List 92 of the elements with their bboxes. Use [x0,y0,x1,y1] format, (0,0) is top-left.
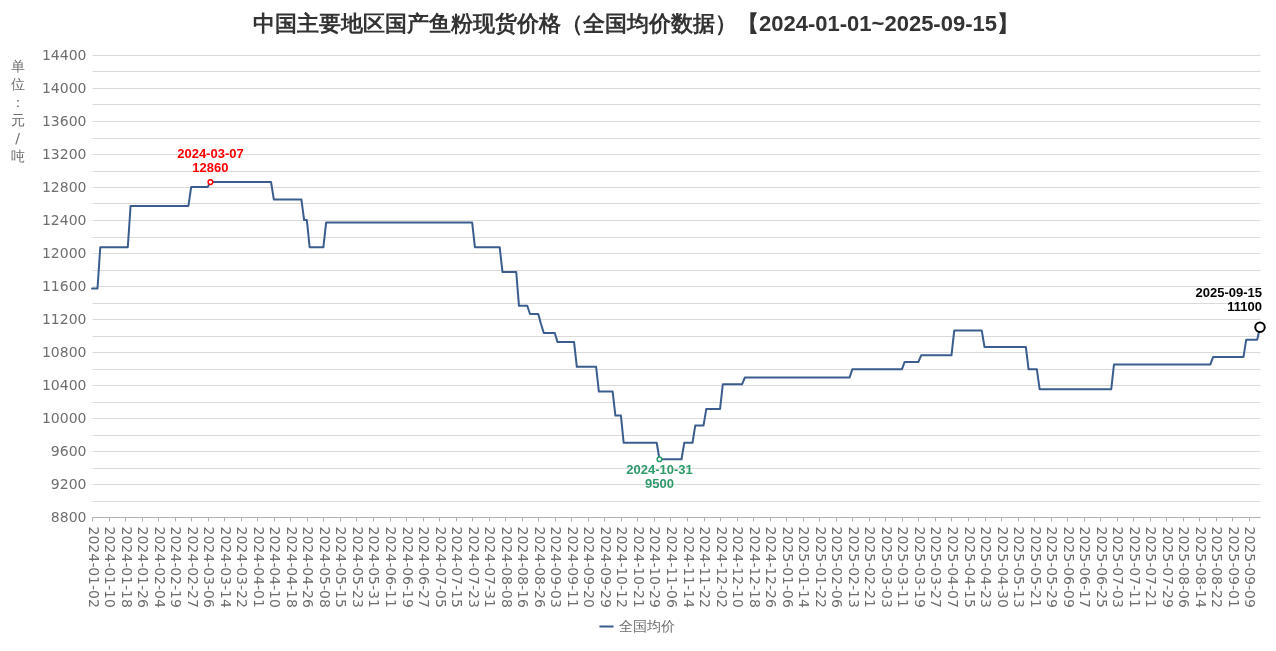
x-tick-label: 2024-06-27 [416,526,433,608]
x-tick-label: 2025-08-22 [1209,526,1226,608]
x-tick-label: 2024-01-02 [85,526,102,608]
x-tick-label: 2025-04-23 [978,526,995,608]
x-tick-label: 2024-12-18 [746,526,763,608]
x-tick-label: 2025-03-11 [895,526,912,608]
x-tick-label: 2024-12-10 [730,526,747,608]
y-tick-label: 13600 [41,112,87,129]
x-tick-label: 2025-04-15 [961,526,978,608]
chart-title: 中国主要地区国产鱼粉现货价格（全国均价数据）【2024-01-01~2025-09-15】 [253,11,1019,36]
y-tick-label: 10800 [41,343,87,360]
x-tick-label: 2025-03-03 [878,526,895,608]
x-tick-label: 2025-03-19 [911,526,928,608]
y-tick-label: 11200 [41,310,87,327]
x-tick-label: 2024-10-12 [614,526,631,608]
x-tick-label: 2024-12-26 [763,526,780,608]
x-tick-label: 2025-01-06 [779,526,796,608]
y-tick-label: 14400 [41,46,87,63]
x-tick-label: 2024-04-01 [250,526,267,608]
x-tick-label: 2025-08-06 [1176,526,1193,608]
y-tick-label: 10400 [41,376,87,393]
y-axis-title: 单位：元/吨 [10,57,25,164]
y-tick-label: 8800 [50,508,87,525]
x-tick-label: 2025-02-21 [862,526,879,608]
x-tick-label: 2024-05-15 [333,526,350,608]
x-tick-label: 2025-09-01 [1225,526,1242,608]
x-tick-label: 2024-11-06 [663,526,680,608]
annotation: 2024-10-31 9500 [626,462,693,492]
x-tick-label: 2024-09-03 [548,526,565,608]
y-tick-label: 14000 [41,79,87,96]
x-tick-label: 2024-08-08 [498,526,515,608]
y-tick-label: 12000 [41,244,87,261]
x-tick-label: 2024-03-06 [201,526,218,608]
x-tick-label: 2024-03-14 [217,526,234,608]
annotation: 2024-03-07 12860 [177,146,244,176]
x-tick-label: 2024-05-08 [316,526,333,608]
x-tick-label: 2025-02-13 [845,526,862,608]
x-tick-label: 2025-09-09 [1242,526,1259,608]
x-tick-label: 2025-05-21 [1027,526,1044,608]
x-tick-label: 2025-02-06 [829,526,846,608]
x-tick-label: 2024-11-14 [680,526,697,608]
x-tick-label: 2024-08-26 [531,526,548,608]
y-tick-label: 9200 [50,475,87,492]
x-tick-label: 2025-04-30 [994,526,1011,608]
x-tick-label: 2024-02-19 [168,526,185,608]
x-tick-label: 2024-03-22 [234,526,251,608]
y-tick-label: 10000 [41,409,87,426]
x-tick-label: 2025-05-13 [1011,526,1028,608]
x-tick-label: 2024-12-02 [713,526,730,608]
x-tick-label: 2024-07-23 [465,526,482,608]
x-tick-label: 2024-06-11 [383,526,400,608]
x-tick-label: 2024-05-31 [366,526,383,608]
x-tick-label: 2024-02-27 [184,526,201,608]
x-tick-label: 2024-10-29 [647,526,664,608]
y-tick-label: 11600 [41,277,87,294]
y-tick-label: 13200 [41,145,87,162]
x-tick-label: 2025-07-29 [1159,526,1176,608]
x-tick-label: 2024-09-29 [597,526,614,608]
y-tick-label: 12800 [41,178,87,195]
x-tick-label: 2025-01-22 [812,526,829,608]
y-tick-label: 12400 [41,211,87,228]
x-tick-label: 2024-02-04 [151,526,168,608]
x-tick-label: 2024-01-26 [135,526,152,608]
x-tick-label: 2025-03-27 [928,526,945,608]
x-tick-label: 2024-07-31 [482,526,499,608]
x-tick-label: 2025-01-14 [796,526,813,608]
x-tick-label: 2024-09-20 [581,526,598,608]
annotation: 2025-09-15 11100 [1195,285,1262,315]
x-tick-label: 2025-07-21 [1143,526,1160,608]
x-tick-label: 2025-08-14 [1192,526,1209,608]
x-tick-label: 2025-07-11 [1126,526,1143,608]
x-tick-label: 2025-06-09 [1060,526,1077,608]
x-tick-label: 2024-09-11 [564,526,581,608]
x-tick-label: 2024-06-19 [399,526,416,608]
x-tick-label: 2024-01-18 [118,526,135,608]
x-tick-label: 2025-05-29 [1044,526,1061,608]
x-tick-label: 2025-06-25 [1093,526,1110,608]
x-tick-label: 2024-11-22 [697,526,714,608]
x-tick-label: 2025-07-03 [1110,526,1127,608]
x-tick-label: 2024-07-05 [432,526,449,608]
x-tick-label: 2024-04-26 [300,526,317,608]
x-tick-label: 2024-04-18 [283,526,300,608]
x-tick-label: 2024-10-21 [630,526,647,608]
x-tick-label: 2025-06-17 [1077,526,1094,608]
x-tick-label: 2024-08-16 [515,526,532,608]
legend-label: 全国均价 [619,617,675,634]
x-tick-label: 2024-05-23 [349,526,366,608]
x-tick-label: 2024-04-10 [267,526,284,608]
x-tick-label: 2025-04-07 [944,526,961,608]
x-tick-label: 2024-07-15 [449,526,466,608]
x-tick-label: 2024-01-10 [102,526,119,608]
y-tick-label: 9600 [50,442,87,459]
